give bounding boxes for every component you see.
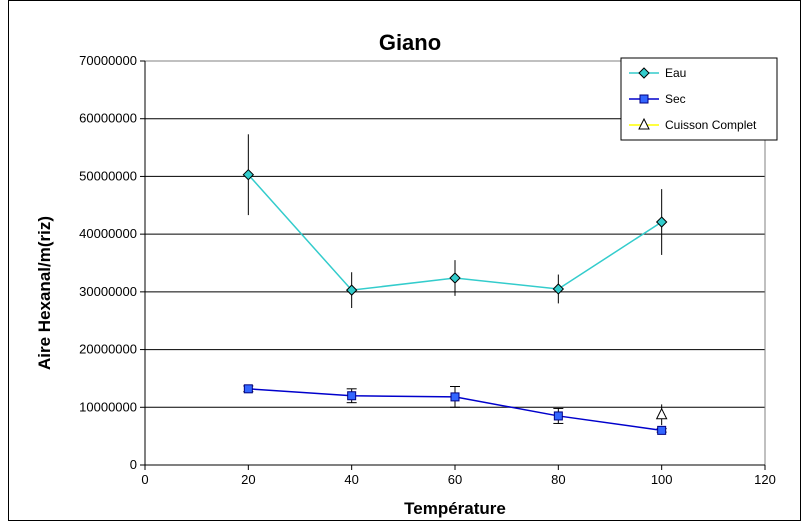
data-point (347, 391, 357, 401)
data-point (450, 392, 460, 402)
x-axis-ticks: 0 20 40 60 80 100 120 (141, 465, 776, 487)
series-eau (242, 134, 668, 309)
y-tick-label: 30000000 (79, 284, 137, 299)
data-point (657, 425, 667, 435)
data-point (655, 216, 668, 228)
data-point (655, 407, 668, 420)
data-point (345, 284, 358, 296)
x-tick-label: 80 (551, 472, 565, 487)
y-tick-label: 50000000 (79, 168, 137, 183)
data-point (449, 272, 461, 284)
series-cuisson-complet (655, 404, 668, 426)
x-axis-title: Température (404, 499, 506, 518)
y-tick-label: 70000000 (79, 53, 137, 68)
legend-marker (638, 67, 650, 79)
legend-label: Eau (665, 66, 686, 80)
chart-title: Giano (379, 30, 441, 55)
series-layer (242, 134, 668, 435)
data-point (552, 283, 565, 295)
y-tick-label: 40000000 (79, 226, 137, 241)
legend-label: Cuisson Complet (665, 118, 757, 132)
data-point (553, 411, 563, 421)
series-sec (243, 384, 667, 435)
y-tick-label: 20000000 (79, 342, 137, 357)
x-tick-label: 60 (448, 472, 462, 487)
legend-marker (639, 94, 649, 104)
y-axis-title: Aire Hexanal/m(riz) (35, 216, 54, 370)
x-tick-label: 0 (141, 472, 148, 487)
x-tick-label: 20 (241, 472, 255, 487)
y-tick-label: 10000000 (79, 399, 137, 414)
data-point (243, 384, 253, 394)
x-tick-label: 100 (651, 472, 673, 487)
legend-entry: Sec (629, 92, 686, 106)
data-point (242, 168, 255, 181)
x-tick-label: 120 (754, 472, 776, 487)
x-tick-label: 40 (344, 472, 358, 487)
legend-marker (638, 117, 650, 130)
legend-entry: Cuisson Complet (629, 117, 757, 132)
legend: Eau Sec Cuisson Complet (620, 57, 778, 141)
y-tick-label: 0 (130, 457, 137, 472)
legend-label: Sec (665, 92, 686, 106)
legend-entry: Eau (629, 66, 686, 80)
y-tick-label: 60000000 (79, 111, 137, 126)
